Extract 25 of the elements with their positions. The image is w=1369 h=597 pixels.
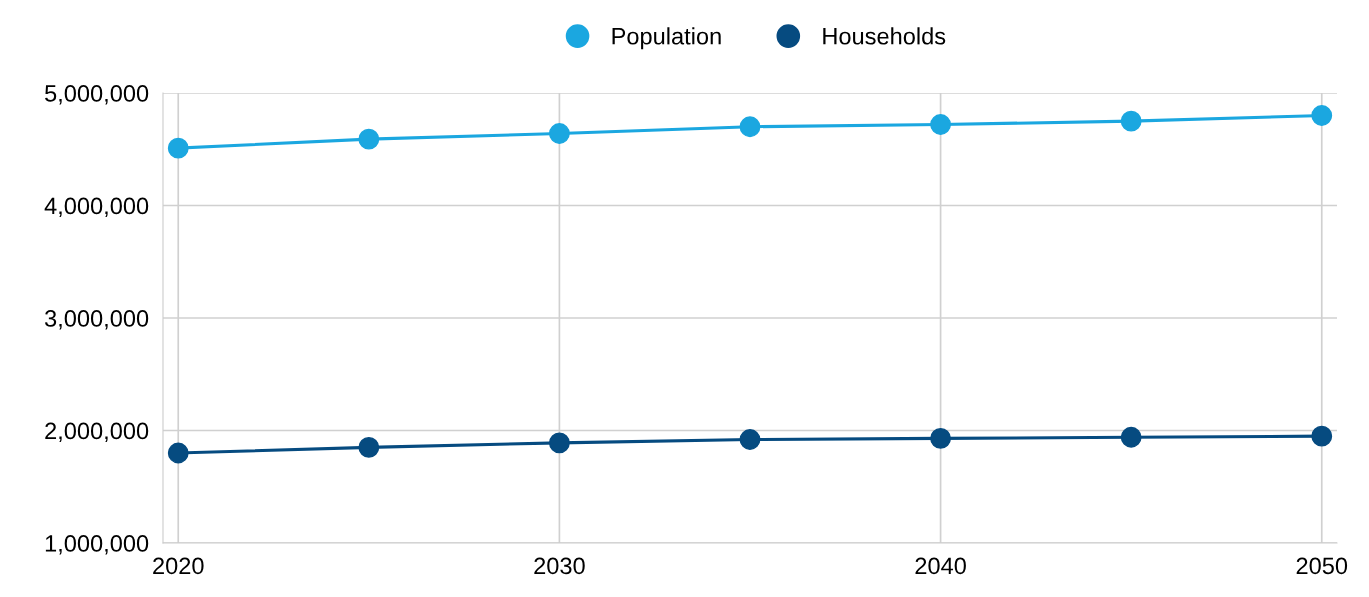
y-tick-label: 5,000,000: [45, 85, 149, 105]
x-tick-label: 2030: [534, 557, 585, 575]
point: [167, 137, 189, 159]
y-tick-label: 3,000,000: [44, 310, 149, 330]
point: [358, 128, 380, 150]
point: [167, 442, 189, 464]
point: [1120, 110, 1142, 132]
point: [548, 123, 570, 144]
y-tick-label: 1,000,000: [45, 535, 149, 555]
legend-label: Households: [823, 27, 946, 45]
point: [1311, 425, 1333, 447]
y-tick-label: 4,000,000: [44, 197, 149, 218]
x-tick-label: 2040: [915, 557, 966, 575]
y-tick-label: 2,000,000: [45, 422, 149, 443]
point: [930, 427, 952, 449]
point: [930, 114, 952, 135]
point: [739, 116, 761, 138]
x-tick-label: 2020: [153, 557, 204, 575]
point: [358, 436, 380, 458]
legend-label: Population: [612, 27, 721, 50]
point: [1311, 105, 1333, 126]
x-tick-label: 2050: [1296, 557, 1348, 575]
point: [739, 429, 761, 450]
point: [1120, 426, 1142, 448]
point: [548, 432, 570, 454]
